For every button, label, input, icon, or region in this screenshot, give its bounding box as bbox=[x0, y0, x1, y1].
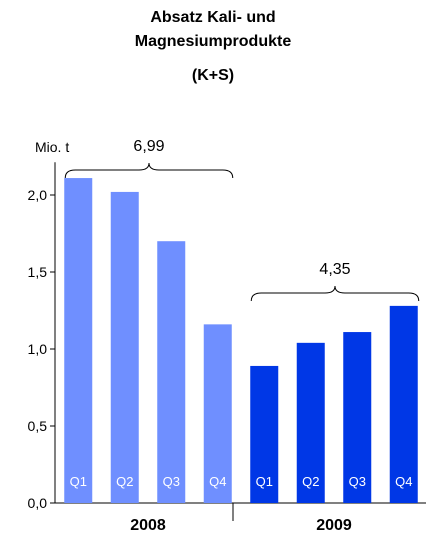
y-tick-label: 1,0 bbox=[28, 341, 48, 357]
bar bbox=[157, 241, 186, 503]
y-tick-label: 0,5 bbox=[28, 418, 48, 434]
bar-category-label: Q2 bbox=[116, 474, 133, 489]
bar bbox=[296, 342, 325, 503]
bar-category-label: Q3 bbox=[163, 474, 180, 489]
group-total-label: 4,35 bbox=[319, 261, 350, 278]
y-tick-label: 1,5 bbox=[28, 264, 48, 280]
bar bbox=[389, 305, 418, 503]
group-label: 2008 bbox=[130, 517, 166, 534]
y-tick-label: 0,0 bbox=[28, 495, 48, 511]
bar-category-label: Q4 bbox=[209, 474, 226, 489]
bar bbox=[64, 178, 93, 503]
y-axis-unit-label: Mio. t bbox=[35, 139, 69, 155]
group-brace bbox=[250, 285, 420, 302]
group-total-label: 6,99 bbox=[133, 138, 164, 155]
chart-title-line-3: (K+S) bbox=[191, 67, 235, 84]
y-tick-label: 2,0 bbox=[28, 187, 48, 203]
bar bbox=[343, 332, 372, 503]
bar bbox=[250, 365, 279, 503]
group-label: 2009 bbox=[316, 517, 352, 534]
bar bbox=[203, 324, 232, 503]
bar-category-label: Q4 bbox=[395, 474, 412, 489]
chart-title-line-2: Magnesiumprodukte bbox=[134, 33, 292, 50]
chart-title-line-1: Absatz Kali- und bbox=[150, 9, 276, 26]
group-brace bbox=[64, 162, 234, 179]
bar bbox=[110, 191, 139, 504]
bar-category-label: Q2 bbox=[302, 474, 319, 489]
bar-category-label: Q1 bbox=[256, 474, 273, 489]
bar-category-label: Q1 bbox=[70, 474, 87, 489]
bar-category-label: Q3 bbox=[349, 474, 366, 489]
